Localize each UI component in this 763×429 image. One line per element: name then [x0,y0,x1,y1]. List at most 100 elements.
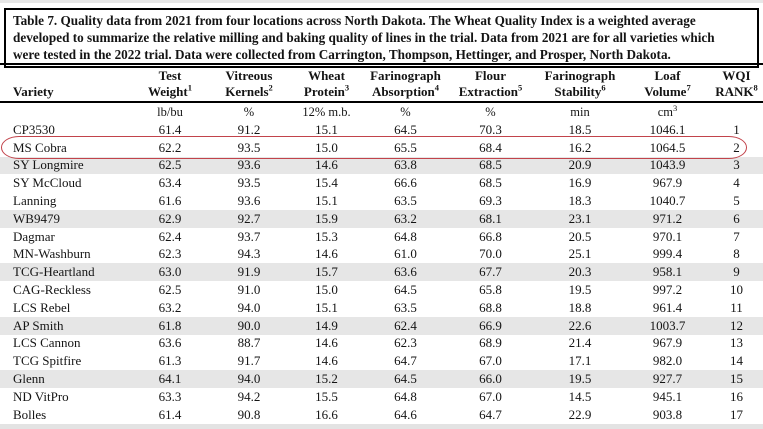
value-cell-flour-extraction: 68.5 [479,157,502,173]
unit-cell-wqi-rank [710,102,763,121]
value-cell-vitreous-kernels: 93.7 [237,228,261,244]
value-cell-farinograph-absorption: 61.0 [394,246,417,262]
value-cell-test-weight: 61.8 [158,317,182,333]
value-cell-vitreous-kernels: 93.5 [237,139,261,155]
value-cell-loaf-volume: 971.2 [652,210,683,226]
value-cell-test-weight: 63.4 [158,175,182,191]
value-cell-wheat-protein: 14.6 [315,353,338,369]
value-cell-farinograph-absorption: 65.5 [394,139,417,155]
table-row: LCS Cannon 63.6 88.7 14.6 62.3 68.9 21.4 967.9 1… [0,335,763,353]
value-cell-loaf-volume: 982.0 [652,353,683,369]
value-cell-wheat-protein: 15.5 [315,388,338,404]
table-row: Lanning 61.6 93.6 15.1 63.5 69.3 18.3 1040.7 5 [0,192,763,210]
variety-cell: ND VitPro [13,388,69,404]
column-header-farinograph-absorption: Farinograph Absorption4 [365,65,446,103]
table-row: CP3530 61.4 91.2 15.1 64.5 70.3 18.5 1046.1 1 [0,121,763,139]
value-cell-farinograph-absorption: 62.4 [394,317,417,333]
table-row: TCG-Heartland 63.0 91.9 15.7 63.6 67.7 20.3 958… [0,263,763,282]
cropped-row-bottom-strip [0,424,763,429]
caption-line: were tested in the 2022 trial. Data were… [13,47,671,62]
value-cell-wheat-protein: 15.1 [315,121,338,137]
caption-line: Table 7. Quality data from 2021 from fou… [13,13,696,28]
value-cell-wheat-protein: 15.3 [315,228,338,244]
value-cell-wheat-protein: 15.1 [315,299,338,315]
value-cell-vitreous-kernels: 93.6 [237,193,261,209]
value-cell-wheat-protein: 14.6 [315,335,338,351]
footnote-marker: 7 [686,82,691,93]
value-cell-wqi-rank: 2 [733,139,740,155]
value-cell-farinograph-stability: 17.1 [568,353,592,369]
variety-cell: WB9479 [13,210,60,226]
value-cell-wqi-rank: 10 [730,282,743,298]
value-cell-farinograph-stability: 25.1 [568,246,592,262]
footnote-marker: 5 [517,82,523,93]
footnote-marker: 4 [434,82,440,93]
value-cell-farinograph-absorption: 64.8 [394,388,417,404]
table-row: TCG Spitfire 61.3 91.7 14.6 64.7 67.0 17.1 982.… [0,352,763,370]
value-cell-loaf-volume: 903.8 [652,406,683,422]
variety-cell: SY Longmire [13,157,84,173]
variety-cell: Dagmar [13,228,55,244]
value-cell-wheat-protein: 14.6 [315,246,338,262]
value-cell-farinograph-stability: 16.9 [568,175,592,191]
value-cell-flour-extraction: 64.7 [479,406,502,422]
value-cell-vitreous-kernels: 91.9 [237,264,261,280]
value-cell-farinograph-stability: 18.5 [568,121,592,137]
value-cell-farinograph-absorption: 64.5 [394,282,417,298]
value-cell-test-weight: 63.3 [158,388,182,404]
table-row: LCS Rebel 63.2 94.0 15.1 63.5 68.8 18.8 961.4 11 [0,299,763,317]
value-cell-wqi-rank: 6 [733,210,740,226]
variety-cell: TCG-Heartland [13,264,95,280]
column-header-loaf-volume: Loaf Volume7 [625,65,710,103]
value-cell-flour-extraction: 67.0 [479,353,502,369]
value-cell-vitreous-kernels: 90.0 [237,317,261,333]
value-cell-flour-extraction: 67.0 [479,388,502,404]
variety-cell: MS Cobra [13,139,67,155]
unit-cell-wheat-protein: 12% m.b. [302,104,351,119]
value-cell-flour-extraction: 66.8 [479,228,502,244]
value-cell-test-weight: 61.3 [158,353,182,369]
value-cell-test-weight: 62.5 [158,157,182,173]
value-cell-wqi-rank: 13 [730,335,743,351]
value-cell-flour-extraction: 68.1 [479,210,502,226]
value-cell-vitreous-kernels: 91.0 [237,282,261,298]
table-row: SY McCloud 63.4 93.5 15.4 66.6 68.5 16.9 967.9 4 [0,174,763,192]
value-cell-vitreous-kernels: 88.7 [237,335,261,351]
value-cell-vitreous-kernels: 91.2 [237,121,261,137]
value-cell-loaf-volume: 1040.7 [649,193,686,209]
table-row: Bolles 61.4 90.8 16.6 64.6 64.7 22.9 903.8 17 [0,406,763,424]
unit-cell-vitreous-kernels: % [243,104,255,119]
table-row: ND VitPro 63.3 94.2 15.5 64.8 67.0 14.5 945.1 16 [0,388,763,406]
value-cell-vitreous-kernels: 94.3 [237,246,261,262]
table-row: MN-Washburn 62.3 94.3 14.6 61.0 70.0 25.1 999.4… [0,246,763,264]
footnote-marker: 8 [753,82,758,93]
unit-cell-farinograph-absorption: % [400,104,411,119]
value-cell-farinograph-absorption: 63.2 [394,210,417,226]
table-row: Glenn 64.1 94.0 15.2 64.5 66.0 19.5 927.7 15 [0,370,763,388]
value-cell-wqi-rank: 14 [730,353,743,369]
column-header-test-weight: Test Weight1 [130,65,210,103]
value-cell-wheat-protein: 14.9 [315,317,338,333]
value-cell-wqi-rank: 16 [730,388,743,404]
unit-superscript: 3 [673,102,678,113]
value-cell-wqi-rank: 17 [730,406,743,422]
value-cell-farinograph-stability: 23.1 [568,210,592,226]
value-cell-farinograph-stability: 19.5 [568,282,592,298]
value-cell-wqi-rank: 11 [730,299,743,315]
footnote-marker: 6 [601,82,606,93]
value-cell-vitreous-kernels: 94.0 [237,299,261,315]
value-cell-wheat-protein: 14.6 [315,157,338,173]
value-cell-wqi-rank: 12 [730,317,743,333]
value-cell-flour-extraction: 69.3 [479,193,502,209]
value-cell-farinograph-stability: 20.3 [568,264,592,280]
value-cell-farinograph-absorption: 63.6 [394,264,417,280]
value-cell-vitreous-kernels: 91.7 [237,353,261,369]
column-header-wqi-rank: WQI RANK8 [710,65,763,103]
value-cell-farinograph-absorption: 64.7 [394,353,417,369]
value-cell-farinograph-stability: 14.5 [568,388,592,404]
value-cell-vitreous-kernels: 94.2 [237,388,261,404]
value-cell-wqi-rank: 4 [733,175,740,191]
value-cell-flour-extraction: 70.3 [479,121,502,137]
value-cell-farinograph-absorption: 64.8 [394,228,417,244]
value-cell-wheat-protein: 15.9 [315,210,338,226]
